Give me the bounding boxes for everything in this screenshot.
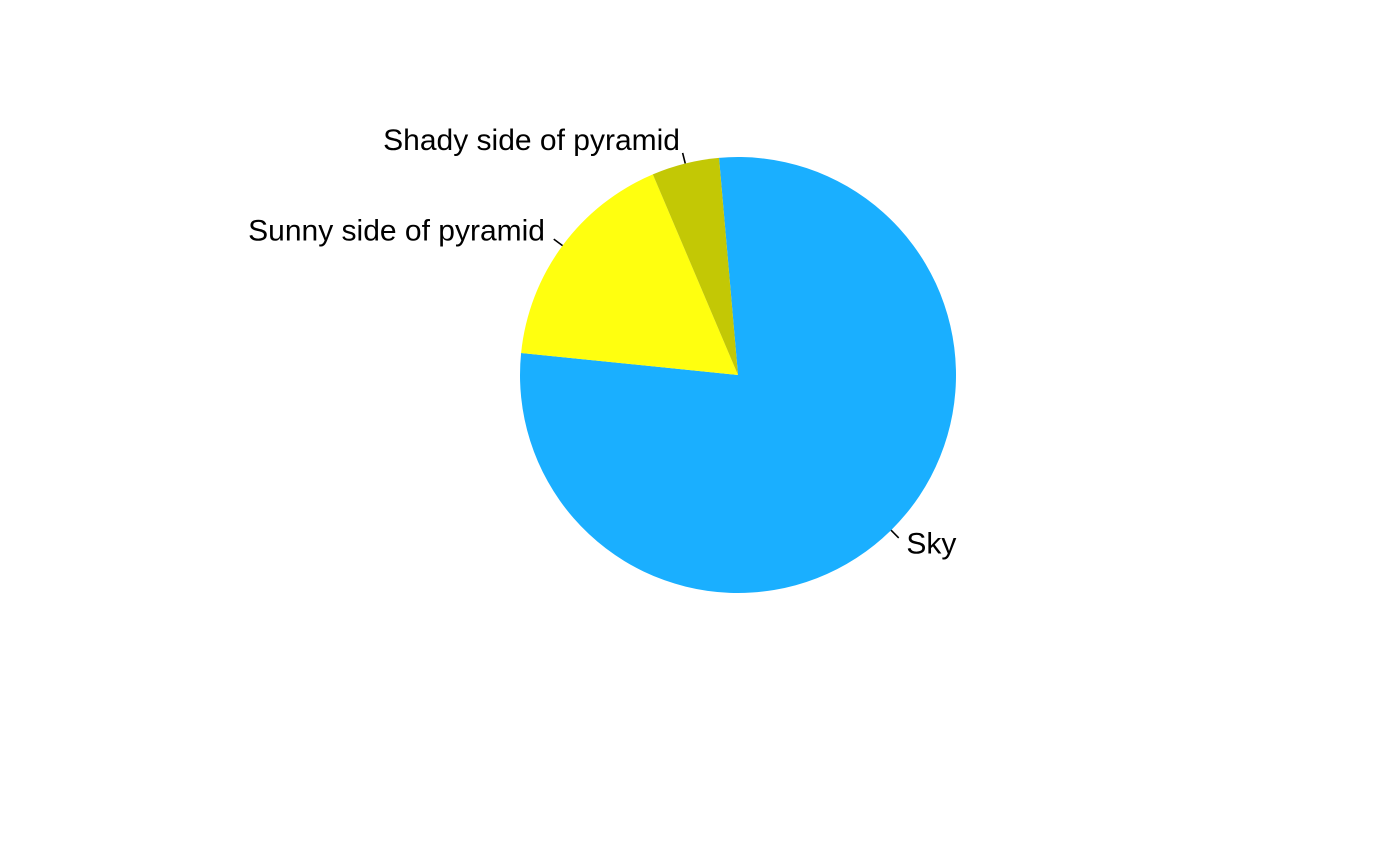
slice-label-sky: Sky	[906, 528, 956, 561]
pie-slices	[520, 157, 956, 593]
pie-slice-shady-side-of-pyramid	[652, 157, 738, 375]
leader-line-0	[890, 529, 900, 539]
leader-lines	[553, 152, 900, 539]
slice-label-shady-side-of-pyramid: Shady side of pyramid	[383, 124, 680, 157]
slice-label-sunny-side-of-pyramid: Sunny side of pyramid	[248, 215, 545, 248]
leader-line-1	[553, 238, 564, 247]
leader-line-2	[681, 152, 687, 164]
pie-slice-sunny-side-of-pyramid	[521, 174, 738, 375]
slice-labels: Sky Sunny side of pyramid Shady side of py…	[248, 124, 956, 560]
